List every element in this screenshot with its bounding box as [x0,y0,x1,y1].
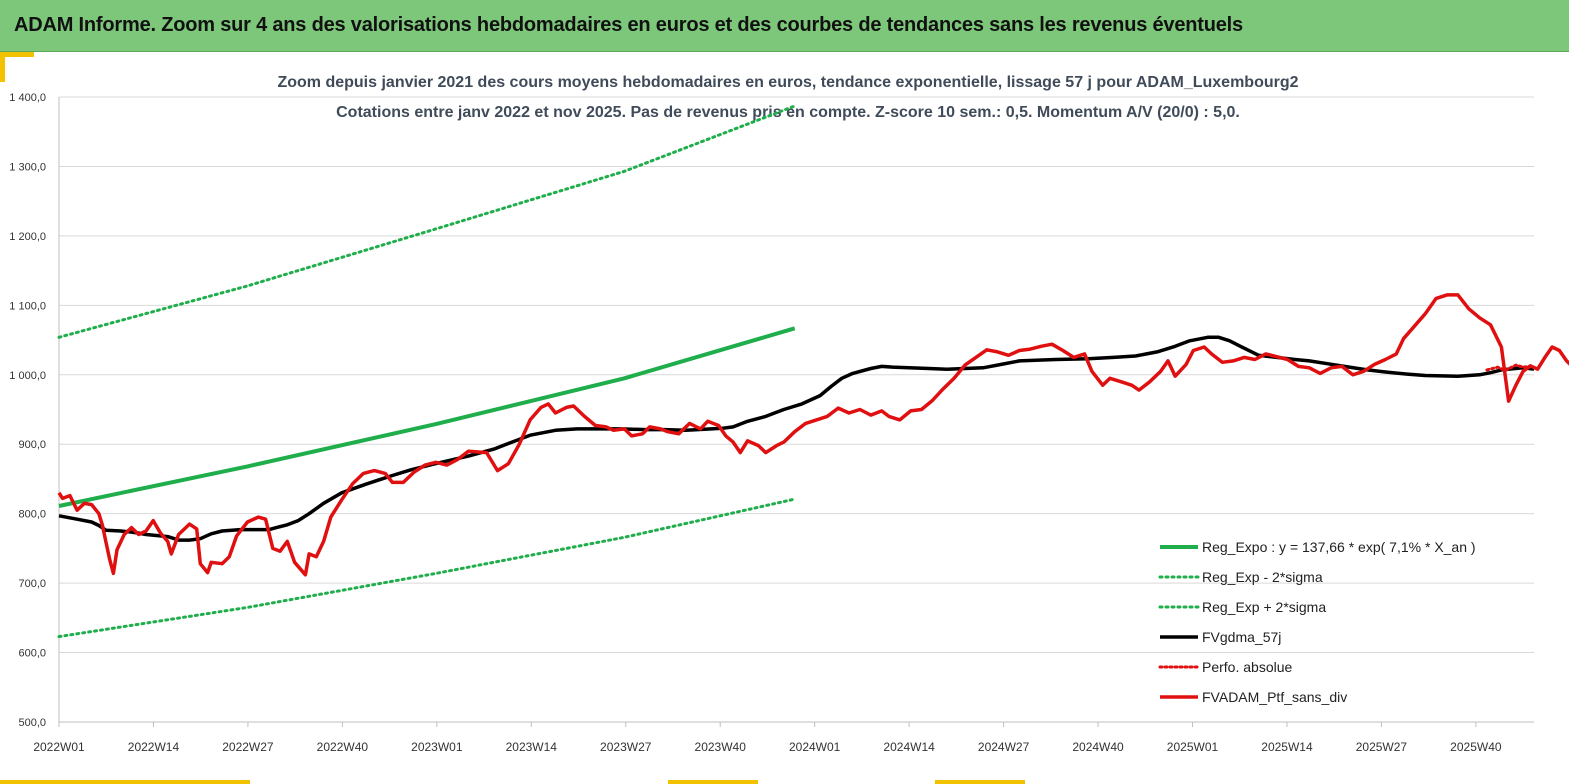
series-line-1 [57,497,797,639]
y-tick-label: 1 300,0 [9,161,46,173]
chart-gridlines [58,96,1534,723]
y-tick-label: 1 400,0 [9,92,46,104]
y-tick-label: 1 200,0 [9,231,46,243]
x-tick-label: 2024W14 [883,740,935,754]
x-tick-label: 2023W40 [695,740,747,754]
series-line-0 [58,326,796,508]
y-tick-label: 700,0 [18,578,46,590]
y-tick-label: 600,0 [18,648,46,660]
series-line-2 [57,104,797,339]
accent-stripe-bottom-right [935,780,1025,784]
x-tick-label: 2025W14 [1261,740,1313,754]
y-tick-label: 900,0 [18,439,46,451]
chart-series [57,104,1569,639]
series-line-5 [57,293,1569,577]
chart-svg: Zoom depuis janvier 2021 des cours moyen… [9,74,1569,754]
legend-label: Perfo. absolue [1202,659,1292,675]
x-tick-label: 2024W27 [978,740,1030,754]
x-axis-ticks: 2022W01 2022W14 2022W27 2022W40 2023W01 2023W… [33,722,1502,754]
y-tick-label: 1 000,0 [9,370,46,382]
series-line-4 [1485,363,1536,373]
x-tick-label: 2022W01 [33,740,85,754]
accent-stripe-top [0,52,34,57]
x-tick-label: 2025W40 [1450,740,1502,754]
y-tick-label: 500,0 [18,717,46,729]
legend-label: Reg_Exp + 2*sigma [1202,599,1326,615]
x-tick-label: 2025W01 [1167,740,1219,754]
x-tick-label: 2024W01 [789,740,841,754]
chart-subtitle-line2: Cotations entre janv 2022 et nov 2025. P… [336,104,1240,121]
x-tick-label: 2023W14 [506,740,558,754]
accent-stripe-left [0,52,5,82]
header-banner: ADAM Informe. Zoom sur 4 ans des valoris… [0,0,1569,52]
x-tick-label: 2023W27 [600,740,652,754]
legend-label: Reg_Expo : y = 137,66 * exp( 7,1% * X_an… [1202,539,1476,555]
accent-stripe-bottom-middle [668,780,758,784]
x-tick-label: 2025W27 [1356,740,1408,754]
legend-label: Reg_Exp - 2*sigma [1202,569,1323,585]
page-title: ADAM Informe. Zoom sur 4 ans des valoris… [14,14,1243,36]
y-axis-ticks: 500,0 600,0 700,0 800,0 900,0 1 000,0 1 100,0 1… [9,92,46,729]
x-tick-label: 2022W14 [128,740,180,754]
chart-subtitle-line1: Zoom depuis janvier 2021 des cours moyen… [277,74,1298,91]
y-tick-label: 1 100,0 [9,300,46,312]
legend-label: FVgdma_57j [1202,629,1281,645]
y-tick-label: 800,0 [18,509,46,521]
x-tick-label: 2022W40 [317,740,369,754]
x-tick-label: 2022W27 [222,740,274,754]
chart-legend: Reg_Expo : y = 137,66 * exp( 7,1% * X_an… [1158,539,1476,705]
chart-area: Zoom depuis janvier 2021 des cours moyen… [0,57,1569,784]
legend-label: FVADAM_Ptf_sans_div [1202,689,1347,705]
accent-stripe-bottom-left [0,780,250,784]
x-tick-label: 2023W01 [411,740,463,754]
x-tick-label: 2024W40 [1072,740,1124,754]
